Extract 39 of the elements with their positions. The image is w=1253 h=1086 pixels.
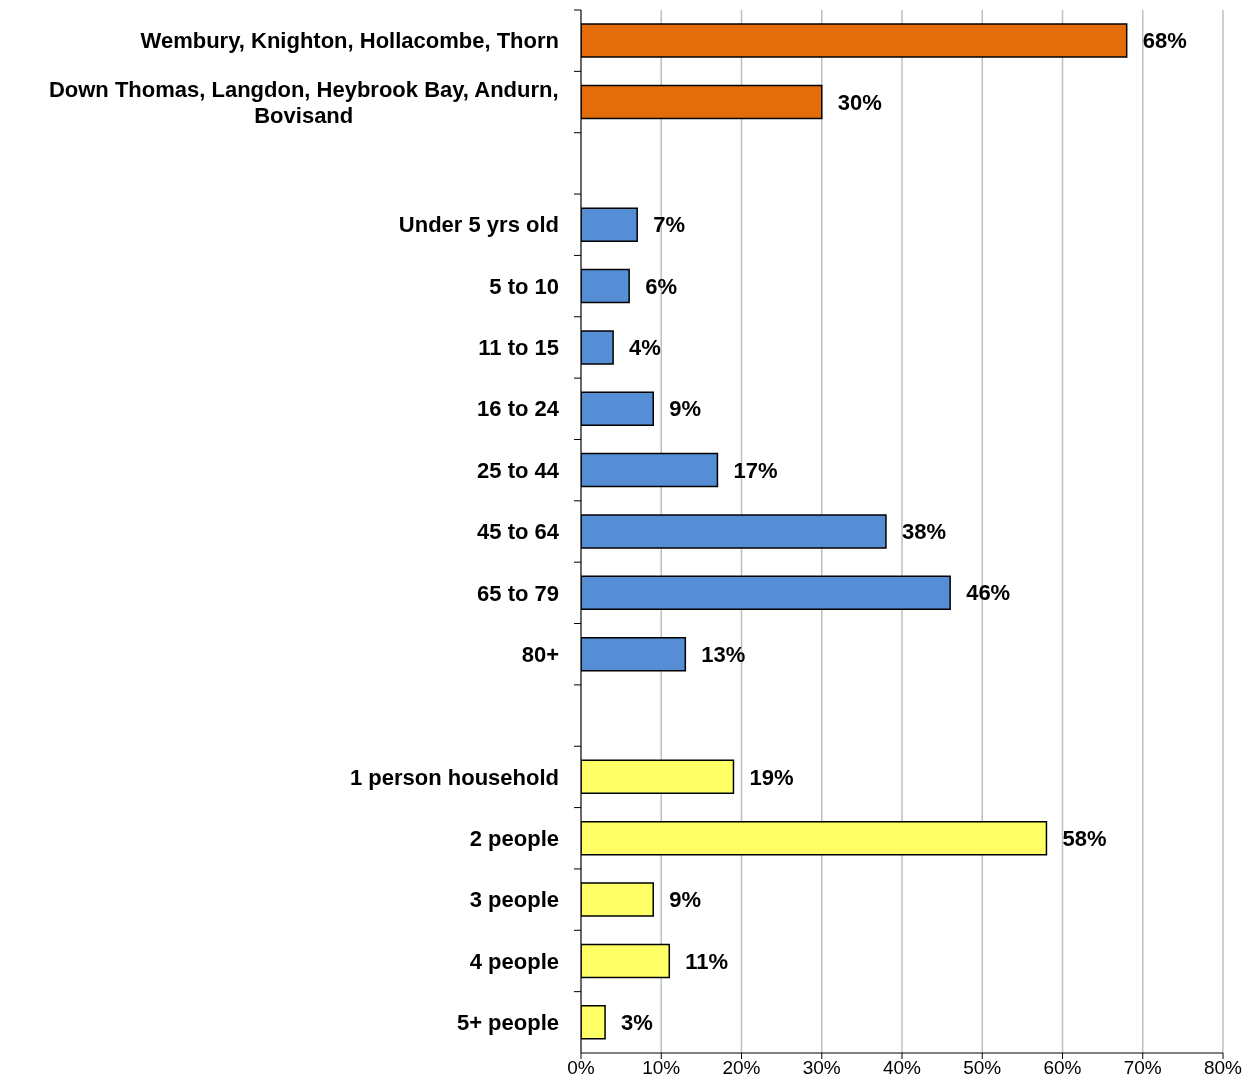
data-label: 38% (901, 519, 946, 545)
y-tick-label: 5 to 10 (489, 273, 559, 299)
data-label: 11% (685, 948, 729, 974)
y-tick-label: 65 to 79 (477, 580, 559, 606)
data-label: 9% (669, 887, 702, 913)
data-label: 7% (653, 212, 685, 238)
data-label: 6% (645, 273, 677, 299)
y-tick-label: Wembury, Knighton, Hollacombe, Thorn (140, 28, 559, 54)
y-tick-label: 16 to 24 (477, 396, 560, 422)
y-tick-label: 11 to 15 (478, 335, 559, 361)
y-tick-label: 1 person household (349, 764, 559, 790)
data-label: 17% (733, 457, 778, 483)
y-tick-label: 25 to 44 (477, 457, 560, 483)
data-label: 13% (701, 641, 746, 667)
y-tick-label: Down Thomas, Langdon, Heybrook Bay, Andurn, Bovisand (48, 76, 559, 128)
data-label: 68% (1142, 28, 1187, 54)
x-tick-label: 80% (1203, 1057, 1243, 1079)
x-tick-label: 10% (642, 1057, 681, 1079)
data-label: 9% (669, 396, 702, 422)
data-label: 4% (629, 335, 661, 361)
y-tick-label: 5+ people (456, 1010, 559, 1036)
y-tick-label: 2 people (469, 825, 559, 851)
y-tick-label: 3 people (469, 887, 559, 913)
x-tick-label: 50% (963, 1057, 1002, 1079)
x-tick-label: 60% (1043, 1057, 1082, 1079)
data-label: 3% (621, 1009, 653, 1035)
data-label: 46% (966, 580, 1011, 606)
x-tick-label: 40% (882, 1057, 922, 1079)
y-tick-label: 80+ (521, 641, 559, 667)
data-label: 30% (837, 89, 882, 115)
y-tick-label: Under 5 yrs old (398, 212, 559, 238)
y-tick-label: 4 people (469, 948, 559, 974)
y-tick-label: 45 to 64 (477, 519, 560, 545)
x-tick-label: 30% (802, 1057, 841, 1079)
data-label: 58% (1062, 825, 1107, 851)
data-label: 19% (749, 764, 794, 790)
x-tick-label: 70% (1123, 1057, 1162, 1079)
x-tick-label: 0% (567, 1057, 595, 1079)
x-tick-label: 20% (722, 1057, 761, 1079)
